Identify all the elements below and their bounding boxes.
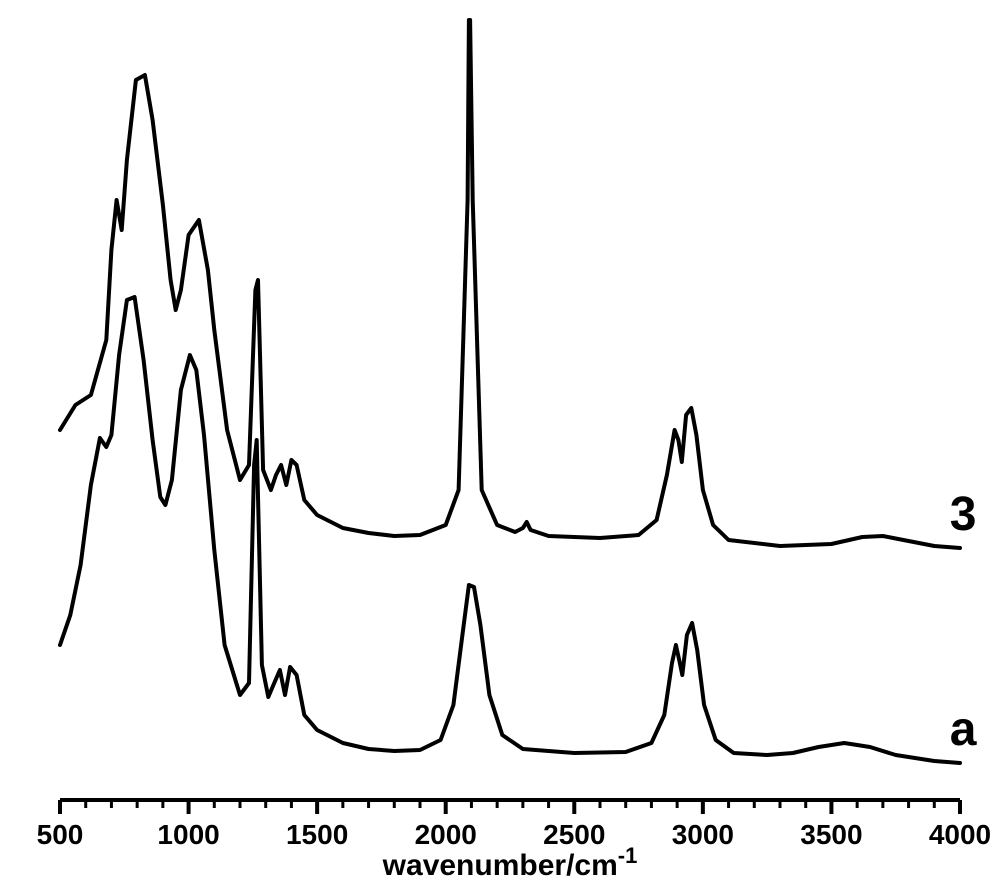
- svg-text:3500: 3500: [800, 819, 862, 850]
- svg-text:4000: 4000: [929, 819, 991, 850]
- chart-svg: 500 1000 1500 2000 2500 3000 3500 4000 wavenumbe…: [0, 0, 1000, 887]
- spectrum-chart: 500 1000 1500 2000 2500 3000 3500 4000 wavenumbe…: [0, 0, 1000, 887]
- svg-text:2000: 2000: [415, 819, 477, 850]
- svg-text:500: 500: [37, 819, 84, 850]
- svg-text:1000: 1000: [157, 819, 219, 850]
- svg-text:1500: 1500: [286, 819, 348, 850]
- series-label-3: 3: [950, 488, 977, 541]
- svg-text:2500: 2500: [543, 819, 605, 850]
- svg-text:3000: 3000: [672, 819, 734, 850]
- spectrum-line-3: [60, 20, 960, 548]
- svg-text:wavenumber/cm-1: wavenumber/cm-1: [382, 843, 638, 883]
- series-label-a: a: [950, 703, 977, 756]
